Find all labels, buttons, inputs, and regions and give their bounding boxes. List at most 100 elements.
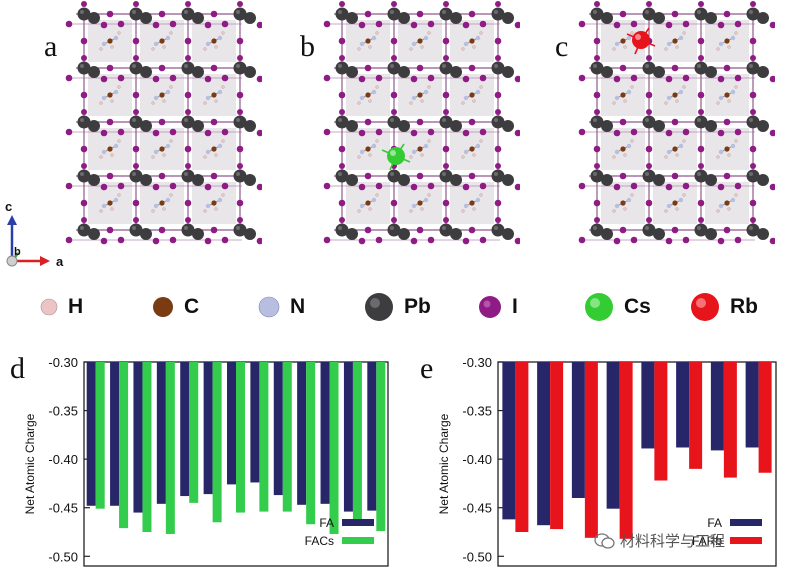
iodine-atom [594, 217, 600, 223]
iodine-atom [646, 55, 652, 61]
lead-atom [77, 115, 91, 129]
bar-fa [180, 362, 190, 497]
carbon-atom [672, 92, 678, 98]
iodine-atom [443, 109, 449, 115]
iodine-atom [169, 128, 177, 136]
hydrogen-atom [716, 47, 720, 51]
iodine-atom [339, 163, 345, 169]
nitrogen-atom [614, 149, 620, 155]
panel-label-a: a [44, 30, 58, 63]
lead-atom [694, 169, 708, 183]
hydrogen-atom [734, 193, 738, 197]
nitrogen-atom [666, 149, 672, 155]
iodine-atom [391, 109, 397, 115]
lead-atom-highlight [645, 64, 649, 68]
nitrogen-atom [205, 203, 211, 209]
hydrogen-atom [734, 85, 738, 89]
hydrogen-atom [368, 153, 372, 157]
lead-atom [601, 66, 613, 78]
bar-facs [306, 362, 316, 525]
iodine-atom [646, 1, 652, 7]
iodine-atom [358, 183, 366, 191]
lead-atom [181, 223, 195, 237]
lead-atom [439, 169, 453, 183]
bar-facs [119, 362, 129, 529]
carbon-atom [417, 38, 423, 44]
hydrogen-atom [409, 155, 413, 159]
iodine-atom [256, 75, 262, 83]
lead-atom-highlight [338, 64, 342, 68]
hydrogen-atom [203, 101, 207, 105]
carbon-atom [724, 200, 730, 206]
axes-origin [6, 255, 18, 267]
iodine-atom [749, 91, 757, 99]
hydrogen-atom [664, 209, 668, 213]
bar-farb [550, 362, 564, 530]
legend-item-pb: Pb [364, 290, 431, 324]
legend-label-pb: Pb [404, 295, 431, 318]
crystal-structure-b [323, 1, 520, 245]
hydrogen-atom [716, 155, 720, 159]
lead-atom [398, 66, 410, 78]
hydrogen-atom [727, 207, 731, 211]
iodine-atom [594, 1, 600, 7]
hydrogen-atom [682, 31, 686, 35]
legend-label-farb: FARb [692, 534, 722, 548]
lead-atom [694, 223, 708, 237]
iodine-atom [494, 145, 502, 153]
hydrogen-atom [420, 45, 424, 49]
iodine-atom [750, 163, 756, 169]
iodine-atom [364, 64, 372, 72]
bar-facs [329, 362, 339, 534]
iodine-atom [462, 183, 470, 191]
lead-atom [140, 120, 152, 132]
bar-fa [367, 362, 377, 511]
bar-facs [142, 362, 152, 532]
lead-atom [398, 12, 410, 24]
y-tick-label: -0.50 [48, 549, 78, 564]
lead-atom-highlight [390, 118, 394, 122]
bar-facs [95, 362, 105, 509]
iodine-atom [221, 74, 229, 82]
a-axis-label: a [56, 254, 64, 269]
bar-fa [273, 362, 283, 496]
lead-atom-highlight [338, 118, 342, 122]
iodine-atom [514, 237, 520, 245]
lead-atom [233, 115, 247, 129]
lead-atom [757, 174, 769, 186]
hydrogen-atom [675, 99, 679, 103]
iodine-atom [133, 55, 139, 61]
iodine-atom [594, 163, 600, 169]
bar-fa [110, 362, 120, 506]
iodine-atom [323, 182, 331, 190]
iodine-atom [723, 226, 731, 234]
lead-atom-highlight [184, 64, 188, 68]
iodine-atom [494, 91, 502, 99]
iodine-atom [339, 55, 345, 61]
lead-atom-highlight [390, 172, 394, 176]
lead-atom-highlight [390, 64, 394, 68]
bar-fa [710, 362, 724, 451]
iodine-atom [613, 21, 621, 29]
rb-dopant-atom [632, 31, 650, 49]
hydrogen-atom [357, 209, 361, 213]
hydrogen-atom [716, 209, 720, 213]
lead-atom [346, 120, 358, 132]
iodine-atom [117, 182, 125, 190]
hydrogen-atom [117, 193, 121, 197]
hydrogen-atom [630, 31, 634, 35]
iodine-atom [514, 129, 520, 137]
hydrogen-atom [479, 193, 483, 197]
nitrogen-atom [475, 197, 481, 203]
lead-atom [129, 61, 143, 75]
iodine-atom [152, 75, 160, 83]
lead-atom [346, 228, 358, 240]
hydrogen-atom [716, 101, 720, 105]
hydrogen-atom [727, 153, 731, 157]
iodine-atom [184, 91, 192, 99]
legend-item-i: I [478, 290, 518, 324]
iodine-atom [323, 236, 331, 244]
iodine-atom [237, 109, 243, 115]
lead-atom-highlight [697, 226, 701, 230]
lead-atom [705, 174, 717, 186]
